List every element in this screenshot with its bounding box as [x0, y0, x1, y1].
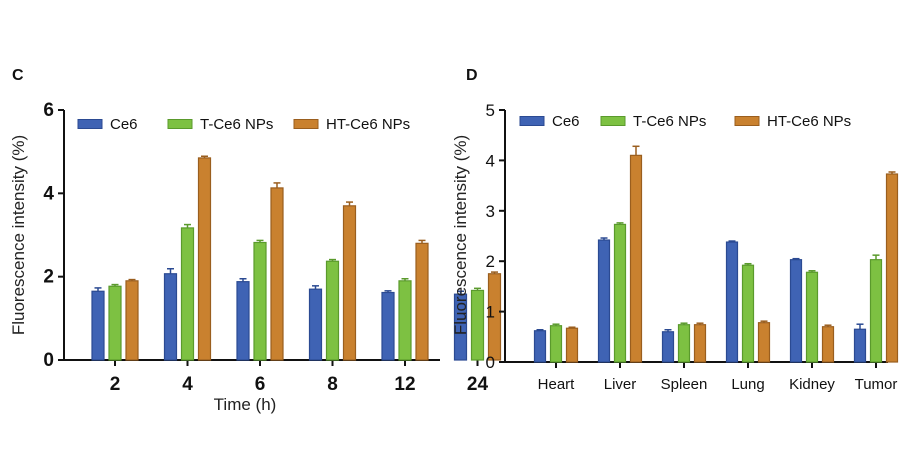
bar-ce6-liver: [597, 239, 611, 363]
x-tick-label: 24: [467, 374, 489, 395]
y-tick-label: 4: [43, 183, 54, 204]
bar-ce6-24: [453, 293, 468, 361]
x-tick-label: Tumor: [855, 376, 898, 393]
y-axis-title-c: Fluorescence intensity (%): [9, 135, 28, 335]
bar-t-ce6-nps-liver: [613, 223, 627, 363]
bar-ce6-12: [381, 291, 395, 361]
y-tick-label: 6: [43, 100, 54, 121]
y-tick-label: 1: [486, 303, 495, 322]
x-tick-label: Spleen: [661, 376, 708, 393]
legend-swatch: [77, 119, 103, 129]
bar-ht-ce6-nps-heart: [565, 327, 579, 363]
legend-label: HT-Ce6 NPs: [767, 113, 851, 130]
bar-ce6-kidney: [789, 259, 803, 363]
bar-ht-ce6-nps-kidney: [821, 326, 835, 363]
legend-label: HT-Ce6 NPs: [326, 116, 410, 133]
bar-t-ce6-nps-4: [180, 227, 195, 361]
y-tick-label: 0: [486, 353, 495, 372]
bar-ce6-4: [163, 273, 178, 361]
bar-ce6-6: [236, 281, 250, 361]
bar-t-ce6-nps-spleen: [677, 324, 691, 363]
bar-ht-ce6-nps-12: [415, 242, 429, 361]
y-tick-label: 4: [486, 151, 495, 170]
bar-ce6-lung: [725, 241, 739, 363]
bar-t-ce6-nps-6: [253, 241, 267, 361]
bar-t-ce6-nps-kidney: [805, 271, 819, 363]
legend-swatch: [519, 116, 545, 126]
bar-ce6-8: [308, 288, 323, 361]
bars-d: [533, 145, 899, 363]
y-tick-label: 0: [43, 350, 54, 371]
bar-ht-ce6-nps-liver: [629, 154, 643, 363]
bar-ce6-heart: [533, 330, 547, 363]
legend-swatch: [734, 116, 760, 126]
legend-swatch: [293, 119, 319, 129]
bar-t-ce6-nps-tumor: [869, 259, 883, 363]
bar-ht-ce6-nps-8: [342, 205, 357, 361]
bar-t-ce6-nps-12: [398, 280, 412, 361]
legend-label: T-Ce6 NPs: [633, 113, 706, 130]
x-tick-label: 2: [110, 374, 121, 395]
bar-t-ce6-nps-24: [470, 289, 485, 361]
x-tick-label: Liver: [604, 376, 637, 393]
bar-ht-ce6-nps-2: [125, 280, 139, 361]
bar-ht-ce6-nps-24: [487, 273, 502, 361]
legend-label: Ce6: [552, 113, 580, 130]
x-axis-title-c: Time (h): [214, 395, 277, 414]
legend-swatch: [600, 116, 626, 126]
bar-ce6-tumor: [853, 328, 867, 363]
bar-ht-ce6-nps-tumor: [885, 173, 899, 363]
axes-d: 0 1 2 3 4 5 Heart Liver Spleen Lung Kidney Tumor: [486, 101, 898, 393]
x-tick-label: 4: [182, 374, 193, 395]
legend-label: Ce6: [110, 116, 138, 133]
legend-swatch: [167, 119, 193, 129]
bar-t-ce6-nps-heart: [549, 325, 563, 363]
bar-ht-ce6-nps-lung: [757, 322, 771, 363]
legend-d: Ce6 T-Ce6 NPs HT-Ce6 NPs: [519, 113, 851, 130]
x-tick-label: 12: [394, 374, 415, 395]
y-tick-label: 3: [486, 202, 495, 221]
bar-ce6-2: [91, 290, 105, 361]
bar-ht-ce6-nps-4: [197, 157, 212, 361]
y-tick-label: 2: [486, 252, 495, 271]
bar-t-ce6-nps-8: [325, 260, 340, 361]
y-tick-label: 5: [486, 101, 495, 120]
legend-c: Ce6 T-Ce6 NPs HT-Ce6 NPs: [77, 116, 410, 133]
bars-c: [91, 155, 502, 361]
bar-t-ce6-nps-lung: [741, 264, 755, 363]
panel-letter-c: C: [12, 67, 24, 84]
x-tick-label: Heart: [538, 376, 576, 393]
bar-ht-ce6-nps-6: [270, 187, 284, 361]
bar-ht-ce6-nps-spleen: [693, 324, 707, 363]
x-tick-label: 8: [327, 374, 338, 395]
chart-panel-c: C Fluorescence intensity (%) Time (h) 0 2…: [9, 67, 502, 414]
bar-ce6-spleen: [661, 331, 675, 363]
x-tick-label: Lung: [731, 376, 764, 393]
y-axis-title-d: Fluorescence intensity (%): [451, 135, 470, 335]
chart-panel-d: D Fluorescence intensity (%) 0 1 2 3 4 5 Heart…: [451, 67, 899, 393]
y-tick-label: 2: [43, 267, 54, 288]
bar-t-ce6-nps-2: [108, 285, 122, 361]
x-tick-label: Kidney: [789, 376, 835, 393]
panel-letter-d: D: [466, 67, 478, 84]
legend-label: T-Ce6 NPs: [200, 116, 273, 133]
x-tick-label: 6: [255, 374, 266, 395]
